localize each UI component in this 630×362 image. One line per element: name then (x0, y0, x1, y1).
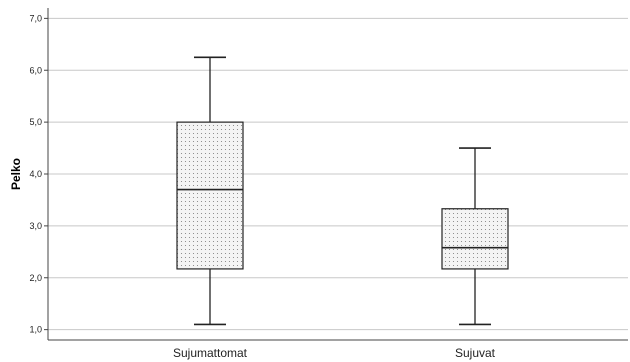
y-tick-label-5: 6,0 (29, 65, 42, 75)
x-category-label-0: Sujumattomat (173, 346, 248, 360)
y-axis-title: Pelko (9, 158, 23, 190)
label-layer: 1,0 2,0 3,0 4,0 5,0 6,0 7,0 Sujumattomat Sujuvat (29, 13, 495, 360)
y-tick-label-4: 5,0 (29, 117, 42, 127)
grid-layer (48, 17, 628, 331)
y-tick-label-1: 2,0 (29, 273, 42, 283)
y-tick-label-3: 4,0 (29, 169, 42, 179)
y-tick-label-6: 7,0 (29, 13, 42, 23)
box-0 (176, 56, 244, 326)
iqr-box-1 (441, 208, 509, 270)
box-1 (441, 147, 509, 326)
x-category-label-1: Sujuvat (455, 346, 496, 360)
y-tick-label-2: 3,0 (29, 221, 42, 231)
axis-layer (44, 8, 628, 341)
iqr-box-0 (176, 121, 244, 270)
y-tick-label-0: 1,0 (29, 325, 42, 335)
box-layer (176, 56, 509, 326)
